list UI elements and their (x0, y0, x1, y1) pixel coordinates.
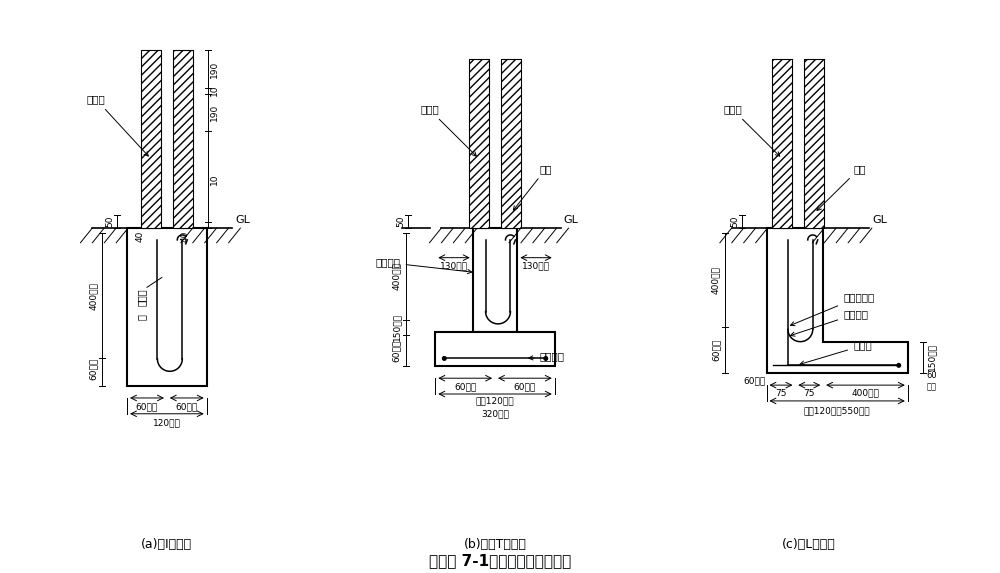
Text: 50: 50 (106, 216, 115, 227)
Text: 400以上: 400以上 (711, 266, 720, 294)
Text: 40: 40 (180, 230, 189, 242)
Text: 60
以上: 60 以上 (926, 371, 937, 391)
Text: 130以上: 130以上 (522, 261, 550, 270)
Text: 130以上: 130以上 (440, 261, 468, 270)
Bar (141, 50, 161, 228)
Text: 塘縦筋: 塘縦筋 (87, 95, 148, 156)
Circle shape (897, 364, 901, 367)
Text: 150以上: 150以上 (392, 313, 401, 342)
Text: 主筋: 主筋 (817, 164, 866, 210)
Text: 400以上: 400以上 (852, 388, 879, 398)
Text: 塘縦筋: 塘縦筋 (420, 104, 476, 156)
Bar (501, 59, 521, 228)
Text: 60以上: 60以上 (711, 339, 720, 361)
Text: 40: 40 (136, 230, 145, 242)
Bar (469, 59, 489, 228)
Text: 10: 10 (210, 85, 219, 96)
Text: 190: 190 (210, 104, 219, 121)
Text: あばら筋兼: あばら筋兼 (790, 292, 874, 325)
Text: 50: 50 (396, 216, 405, 227)
Circle shape (443, 356, 446, 360)
Text: (a)　I形基础: (a) I形基础 (141, 537, 192, 551)
Text: 50: 50 (730, 216, 739, 227)
Text: 60以上: 60以上 (136, 402, 158, 411)
Bar (127, 228, 207, 386)
Text: 75: 75 (804, 388, 815, 398)
Text: 堀厚120の時: 堀厚120の時 (476, 397, 514, 406)
Text: 60以上: 60以上 (743, 376, 766, 386)
Text: GL: GL (564, 215, 579, 225)
Text: 120以上: 120以上 (153, 418, 181, 427)
Text: (c)　L形基础: (c) L形基础 (781, 537, 835, 551)
Bar (501, 59, 521, 228)
Text: 60以上: 60以上 (89, 358, 98, 380)
Bar (804, 59, 824, 228)
Text: 60以上: 60以上 (454, 383, 476, 391)
Bar (473, 228, 517, 332)
Text: 10: 10 (210, 174, 219, 186)
Bar (173, 50, 193, 228)
Text: 320以上: 320以上 (481, 409, 509, 418)
Text: 60以上: 60以上 (176, 402, 198, 411)
Bar (804, 59, 824, 228)
Text: 解説図 7-1　塩の布基础の配筋: 解説図 7-1 塩の布基础の配筋 (429, 554, 571, 568)
Text: 150以上: 150以上 (927, 343, 936, 371)
Text: ベース筋: ベース筋 (791, 309, 868, 336)
Bar (141, 50, 161, 228)
Bar (435, 332, 555, 366)
Text: 400以上: 400以上 (89, 282, 98, 309)
Bar (772, 59, 792, 228)
Text: (b)　逆T形基础: (b) 逆T形基础 (464, 537, 526, 551)
Text: あばら: あばら (137, 288, 147, 306)
Text: 60以上: 60以上 (514, 383, 536, 391)
Bar (173, 50, 193, 228)
Polygon shape (767, 228, 908, 373)
Bar (469, 59, 489, 228)
Text: 配力筋: 配力筋 (800, 340, 872, 365)
Text: 75: 75 (775, 388, 787, 398)
Text: 60以上: 60以上 (392, 339, 401, 362)
Text: 主筋: 主筋 (513, 164, 552, 210)
Text: 400以上: 400以上 (392, 262, 401, 291)
Text: 筋: 筋 (137, 314, 147, 320)
Bar (772, 59, 792, 228)
Circle shape (544, 356, 548, 360)
Text: あばら筋: あばら筋 (376, 258, 472, 274)
Text: GL: GL (872, 215, 887, 225)
Text: 190: 190 (210, 60, 219, 77)
Text: ベース筋: ベース筋 (529, 351, 565, 362)
Text: 堀厚120の時550以上: 堀厚120の時550以上 (804, 406, 870, 415)
Text: 塘縦筋: 塘縦筋 (723, 104, 780, 156)
Text: GL: GL (235, 215, 250, 225)
